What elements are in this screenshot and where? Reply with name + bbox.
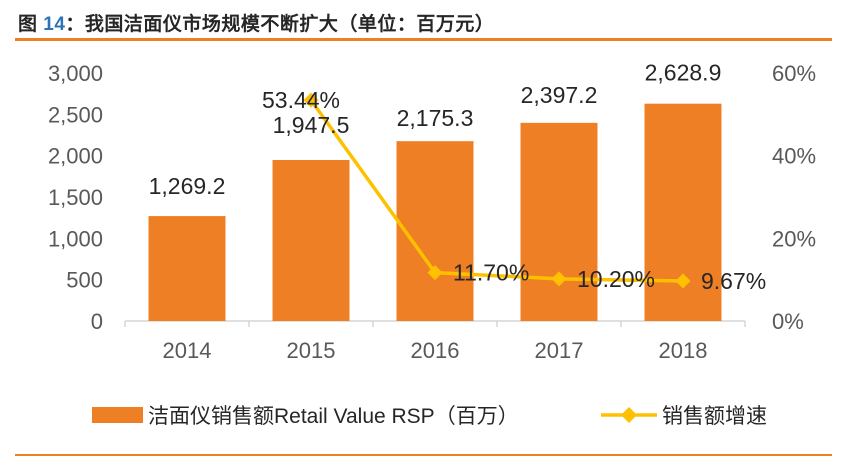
left-axis-tick-label: 1,000 [48,226,103,251]
x-axis-category-label: 2014 [163,338,212,363]
right-axis-tick-label: 40% [772,144,816,169]
x-axis-category-label: 2017 [535,338,584,363]
legend-line-diamond [621,407,637,423]
left-axis-tick-label: 500 [66,268,103,293]
figure-title-text: ：我国洁面仪市场规模不断扩大（单位：百万元） [65,14,495,35]
line-marker-diamond [427,265,443,281]
bar-value-label: 2,397.2 [521,82,598,108]
figure-title: 图 14：我国洁面仪市场规模不断扩大（单位：百万元） [18,9,494,36]
x-axis-category-label: 2016 [411,338,460,363]
left-axis-tick-label: 2,500 [48,102,103,127]
legend-line-label: 销售额增速 [662,405,767,428]
growth-line [309,99,684,283]
figure-number: 14 [43,14,66,35]
title-divider-line [15,38,832,41]
line-marker-diamond [551,271,567,287]
line-value-label: 10.20% [577,266,655,292]
left-axis-tick-label: 2,000 [48,144,103,169]
bar-value-label: 1,947.5 [273,112,350,138]
bar-value-label: 1,269.2 [149,173,226,199]
right-axis-tick-label: 20% [772,226,816,251]
line-marker-diamond [675,273,691,289]
x-axis-category-label: 2015 [287,338,336,363]
bar-value-label: 2,628.9 [645,60,722,86]
legend-bar-label: 洁面仪销售额Retail Value RSP（百万） [148,405,519,428]
legend-bar-swatch [92,407,143,423]
left-axis-tick-label: 0 [91,309,103,334]
bar-2017 [520,122,598,321]
left-axis-tick-label: 3,000 [48,61,103,86]
line-value-label: 11.70% [453,260,529,286]
right-axis-tick-label: 0% [772,309,804,334]
x-axis-category-label: 2018 [659,338,708,363]
bar-value-label: 2,175.3 [397,105,474,131]
bar-2014 [148,216,226,321]
footer-divider-line [15,454,832,456]
bar-2016 [396,141,474,321]
line-value-label: 53.44% [262,87,340,113]
figure-title-prefix: 图 [18,14,44,35]
line-value-label: 9.67% [701,268,766,294]
right-axis-tick-label: 60% [772,61,816,86]
left-axis-tick-label: 1,500 [48,185,103,210]
line-marker-diamond [303,92,319,108]
bar-2015 [272,160,350,321]
